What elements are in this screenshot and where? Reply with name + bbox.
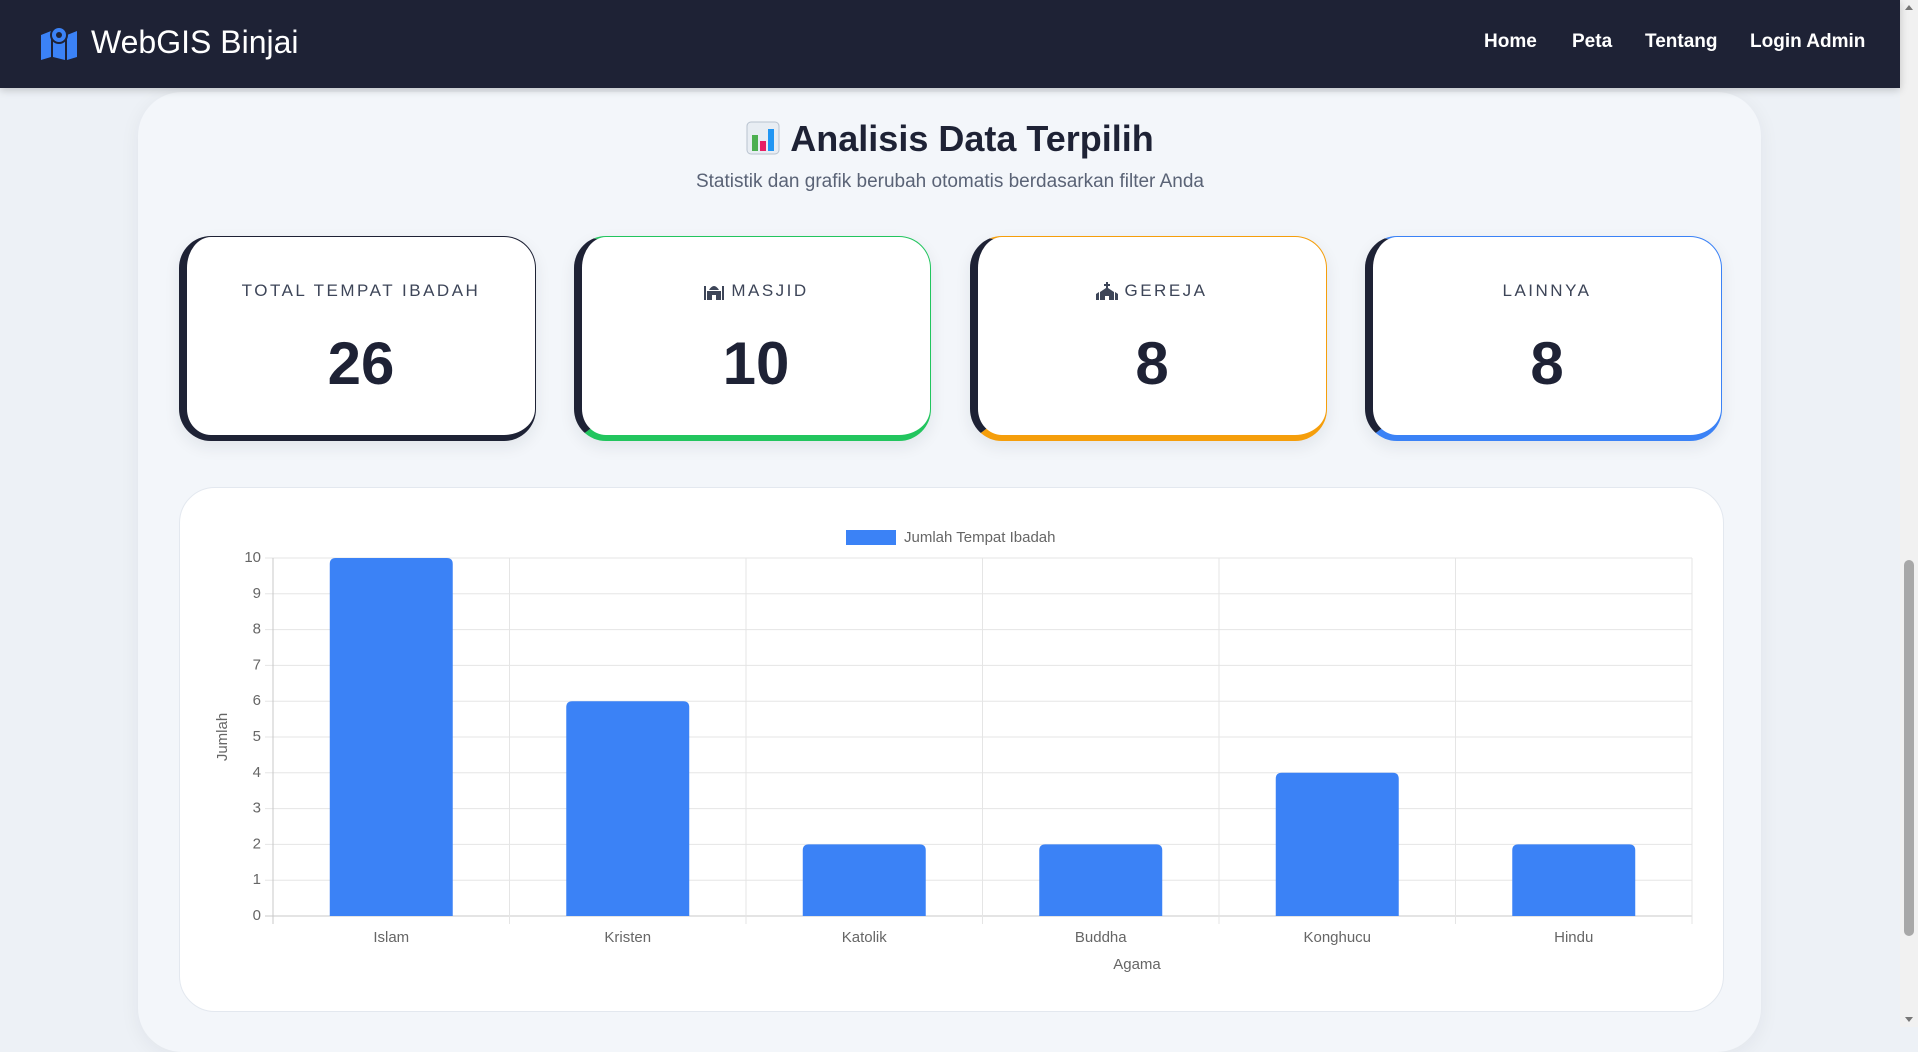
nav-link[interactable]: Home bbox=[1484, 31, 1537, 52]
page: WebGIS Binjai {"navbar": {"brand": "WebG… bbox=[0, 0, 1918, 1027]
y-tick-label: 4 bbox=[253, 764, 261, 781]
stat-value: 10 bbox=[722, 330, 790, 397]
stat-label-text: MASJID bbox=[731, 281, 809, 300]
stat-label: TOTAL TEMPAT IBADAH bbox=[187, 281, 535, 301]
y-tick-label: 0 bbox=[253, 907, 261, 924]
legend-swatch bbox=[846, 530, 896, 545]
bar bbox=[1512, 844, 1636, 916]
navbar: WebGIS Binjai Home Peta Tentang Login Ad… bbox=[0, 0, 1900, 88]
church-icon bbox=[1096, 282, 1119, 300]
x-tick-label: Konghucu bbox=[1303, 929, 1371, 946]
x-tick-label: Katolik bbox=[842, 929, 888, 946]
chart: Agama Jumlah 0 1 2 3 4 5 6 7 8 9 10 Jumlah Tempat I… bbox=[214, 529, 1693, 973]
stat-label: GEREJA bbox=[978, 281, 1326, 301]
title-text: Analisis Data Terpilih bbox=[790, 118, 1154, 159]
stat-label-text: LAINNYA bbox=[1502, 281, 1592, 300]
brand-text: WebGIS Binjai bbox=[91, 24, 299, 60]
x-axis-label: Agama bbox=[1113, 956, 1161, 973]
body: WebGIS Binjai Home Peta Tentang Login Ad… bbox=[0, 0, 1918, 1027]
stat-label-text: TOTAL TEMPAT IBADAH bbox=[241, 281, 481, 300]
bar bbox=[802, 844, 926, 916]
y-axis-label: Jumlah bbox=[214, 713, 231, 761]
y-tick-label: 3 bbox=[253, 800, 261, 817]
x-tick-label: Hindu bbox=[1554, 929, 1593, 946]
bar bbox=[1275, 772, 1399, 916]
scrollbar[interactable] bbox=[1900, 0, 1918, 1027]
x-tick-label: Islam bbox=[373, 929, 409, 946]
brand[interactable]: WebGIS Binjai bbox=[39, 24, 299, 61]
chart-card: Agama Jumlah 0 1 2 3 4 5 6 7 8 9 10 Jumlah Tempat I… bbox=[179, 487, 1724, 1012]
stat-value: 8 bbox=[1530, 330, 1564, 397]
y-tick-label: 1 bbox=[253, 871, 261, 888]
chart-emoji bbox=[746, 121, 780, 155]
y-tick-label: 8 bbox=[253, 621, 261, 638]
stat-label: LAINNYA bbox=[1373, 281, 1721, 301]
x-tick-label: Kristen bbox=[604, 929, 651, 946]
legend-label: Jumlah Tempat Ibadah bbox=[904, 529, 1056, 546]
section-subtitle: Statistik dan grafik berubah otomatis be… bbox=[695, 171, 1204, 192]
stat-label-text: GEREJA bbox=[1124, 281, 1208, 300]
y-tick-label: 10 bbox=[244, 549, 261, 566]
y-tick-label: 5 bbox=[253, 728, 261, 745]
nav-link[interactable]: Tentang bbox=[1645, 31, 1718, 52]
brand-icon bbox=[41, 25, 77, 60]
nav-link[interactable]: Peta bbox=[1572, 31, 1613, 52]
y-tick-label: 2 bbox=[253, 835, 261, 852]
stat-value: 8 bbox=[1135, 330, 1169, 397]
bar bbox=[1039, 844, 1163, 916]
y-tick-label: 6 bbox=[253, 692, 261, 709]
bar bbox=[329, 558, 453, 916]
bar bbox=[566, 701, 690, 916]
stat-card: TOTAL TEMPAT IBADAH 26 bbox=[179, 236, 536, 441]
mosque-icon bbox=[704, 286, 725, 300]
nav-link[interactable]: Login Admin bbox=[1750, 31, 1866, 52]
section-title: Analisis Data Terpilih bbox=[0, 118, 1900, 160]
y-tick-label: 9 bbox=[253, 585, 261, 602]
stat-card: GEREJA 8 bbox=[970, 236, 1327, 441]
stat-value: 26 bbox=[327, 330, 395, 397]
stat-label: MASJID bbox=[582, 281, 930, 301]
stat-card: MASJID 10 bbox=[574, 236, 931, 441]
y-tick-label: 7 bbox=[253, 656, 261, 673]
x-tick-label: Buddha bbox=[1075, 929, 1127, 946]
stat-card: LAINNYA 8 bbox=[1365, 236, 1722, 441]
scrollbar-graphic bbox=[1904, 5, 1914, 1022]
